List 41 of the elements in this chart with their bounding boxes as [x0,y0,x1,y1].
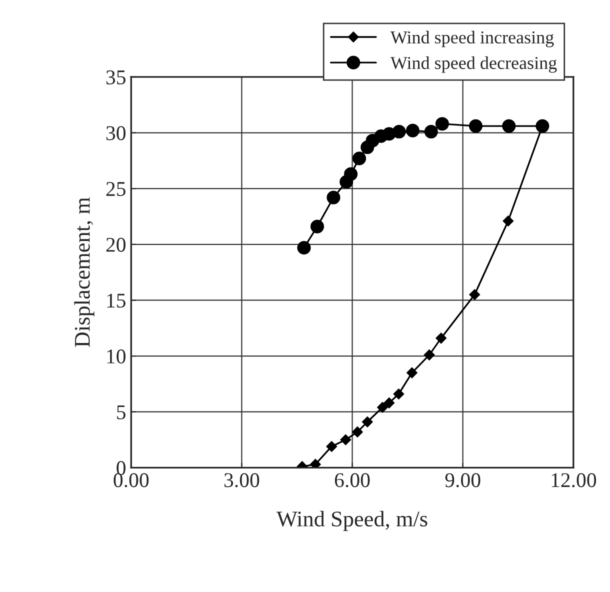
point [406,367,418,378]
point [435,117,449,131]
y-tick-label: 5 [117,405,126,420]
point [469,289,480,300]
point [326,441,338,452]
point [392,124,406,138]
point [297,240,311,255]
point [310,458,321,468]
point [424,124,438,138]
y-tick-label: 20 [106,238,126,252]
point [384,398,395,408]
point [406,124,420,138]
point [393,388,404,400]
x-axis-title: Wind Speed, m/s [276,510,428,532]
x-tick-label: 0.00 [114,473,149,488]
point [310,220,324,234]
x-tick-label: 12.00 [552,473,596,488]
point [468,119,483,133]
y-tick-label: 10 [107,349,126,364]
point [424,350,435,360]
y-axis-title: Displacement, m [74,197,94,347]
x-tick-label: 3.00 [224,473,260,488]
point [352,152,366,166]
point [377,402,388,413]
y-tick-label: 0 [116,461,126,476]
y-tick-label: 30 [106,126,126,140]
point [502,119,516,133]
y-tick-label: 15 [107,294,126,308]
point [344,167,358,181]
point [340,434,352,446]
point [352,426,363,438]
legend-label: Wind speed decreasing [390,56,557,73]
legend-label: Wind speed increasing [390,30,554,48]
point [362,416,373,428]
x-tick-label: 9.00 [445,473,480,488]
y-tick-label: 35 [106,70,126,84]
x-tick-label: 6.00 [334,473,370,488]
point [436,332,447,344]
y-tick-label: 25 [106,182,126,196]
point [502,216,514,226]
point [326,190,340,204]
